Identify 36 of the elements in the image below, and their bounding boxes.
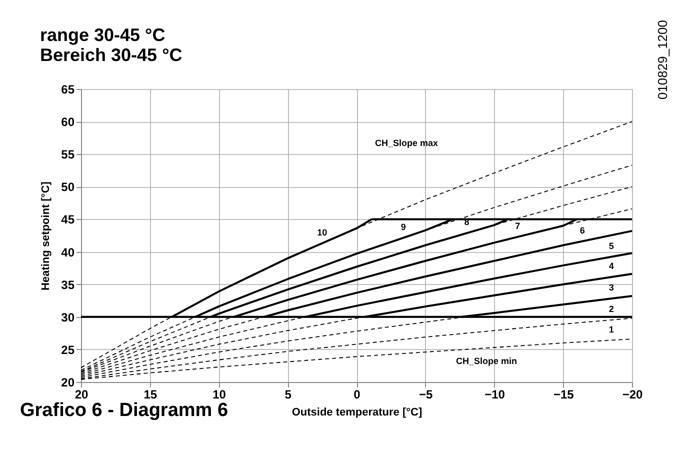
y-tick-label: 25 [61,342,75,357]
y-tick-label: 30 [61,310,75,324]
annotation: CH_Slope min [456,356,518,366]
chart-title: range 30-45 °C [40,25,166,45]
annotation: 6 [580,225,585,236]
y-axis-title: Heating setpoint [°C] [40,181,52,290]
text: 010829_1200 [655,20,670,100]
annotation: 4 [608,261,614,272]
x-tick-label: −15 [553,388,574,402]
x-tick-label: 15 [144,388,158,402]
annotation: 7 [515,220,520,231]
y-tick-label: 45 [61,212,75,227]
x-tick-label: −10 [484,388,506,402]
y-tick-label: 60 [61,115,75,130]
y-tick-label: 55 [61,148,75,162]
annotation: CH_Slope max [375,138,438,148]
y-tick-label: 20 [61,376,75,390]
x-tick-label: −5 [419,388,434,402]
y-tick-label: 65 [61,82,75,96]
x-tick-label: −20 [622,388,643,402]
annotation: 5 [608,240,614,251]
text: Grafico 6 - Diagramm 6 [20,400,228,422]
annotation: 2 [608,304,614,314]
y-tick-label: 50 [61,180,75,194]
x-axis-title: Outside temperature [°C] [292,406,422,418]
x-tick-label: 10 [212,388,226,402]
y-tick-label: 35 [61,278,75,292]
x-tick-label: 5 [284,388,292,402]
y-tick-label: 40 [61,245,75,260]
x-tick-label: 20 [74,388,88,402]
annotation: 1 [608,324,614,334]
annotation: 10 [317,227,328,238]
annotation: 3 [608,282,614,293]
chart-subtitle: Bereich 30-45 °C [40,45,182,65]
annotation: 9 [400,222,406,232]
x-tick-label: 0 [354,388,361,402]
